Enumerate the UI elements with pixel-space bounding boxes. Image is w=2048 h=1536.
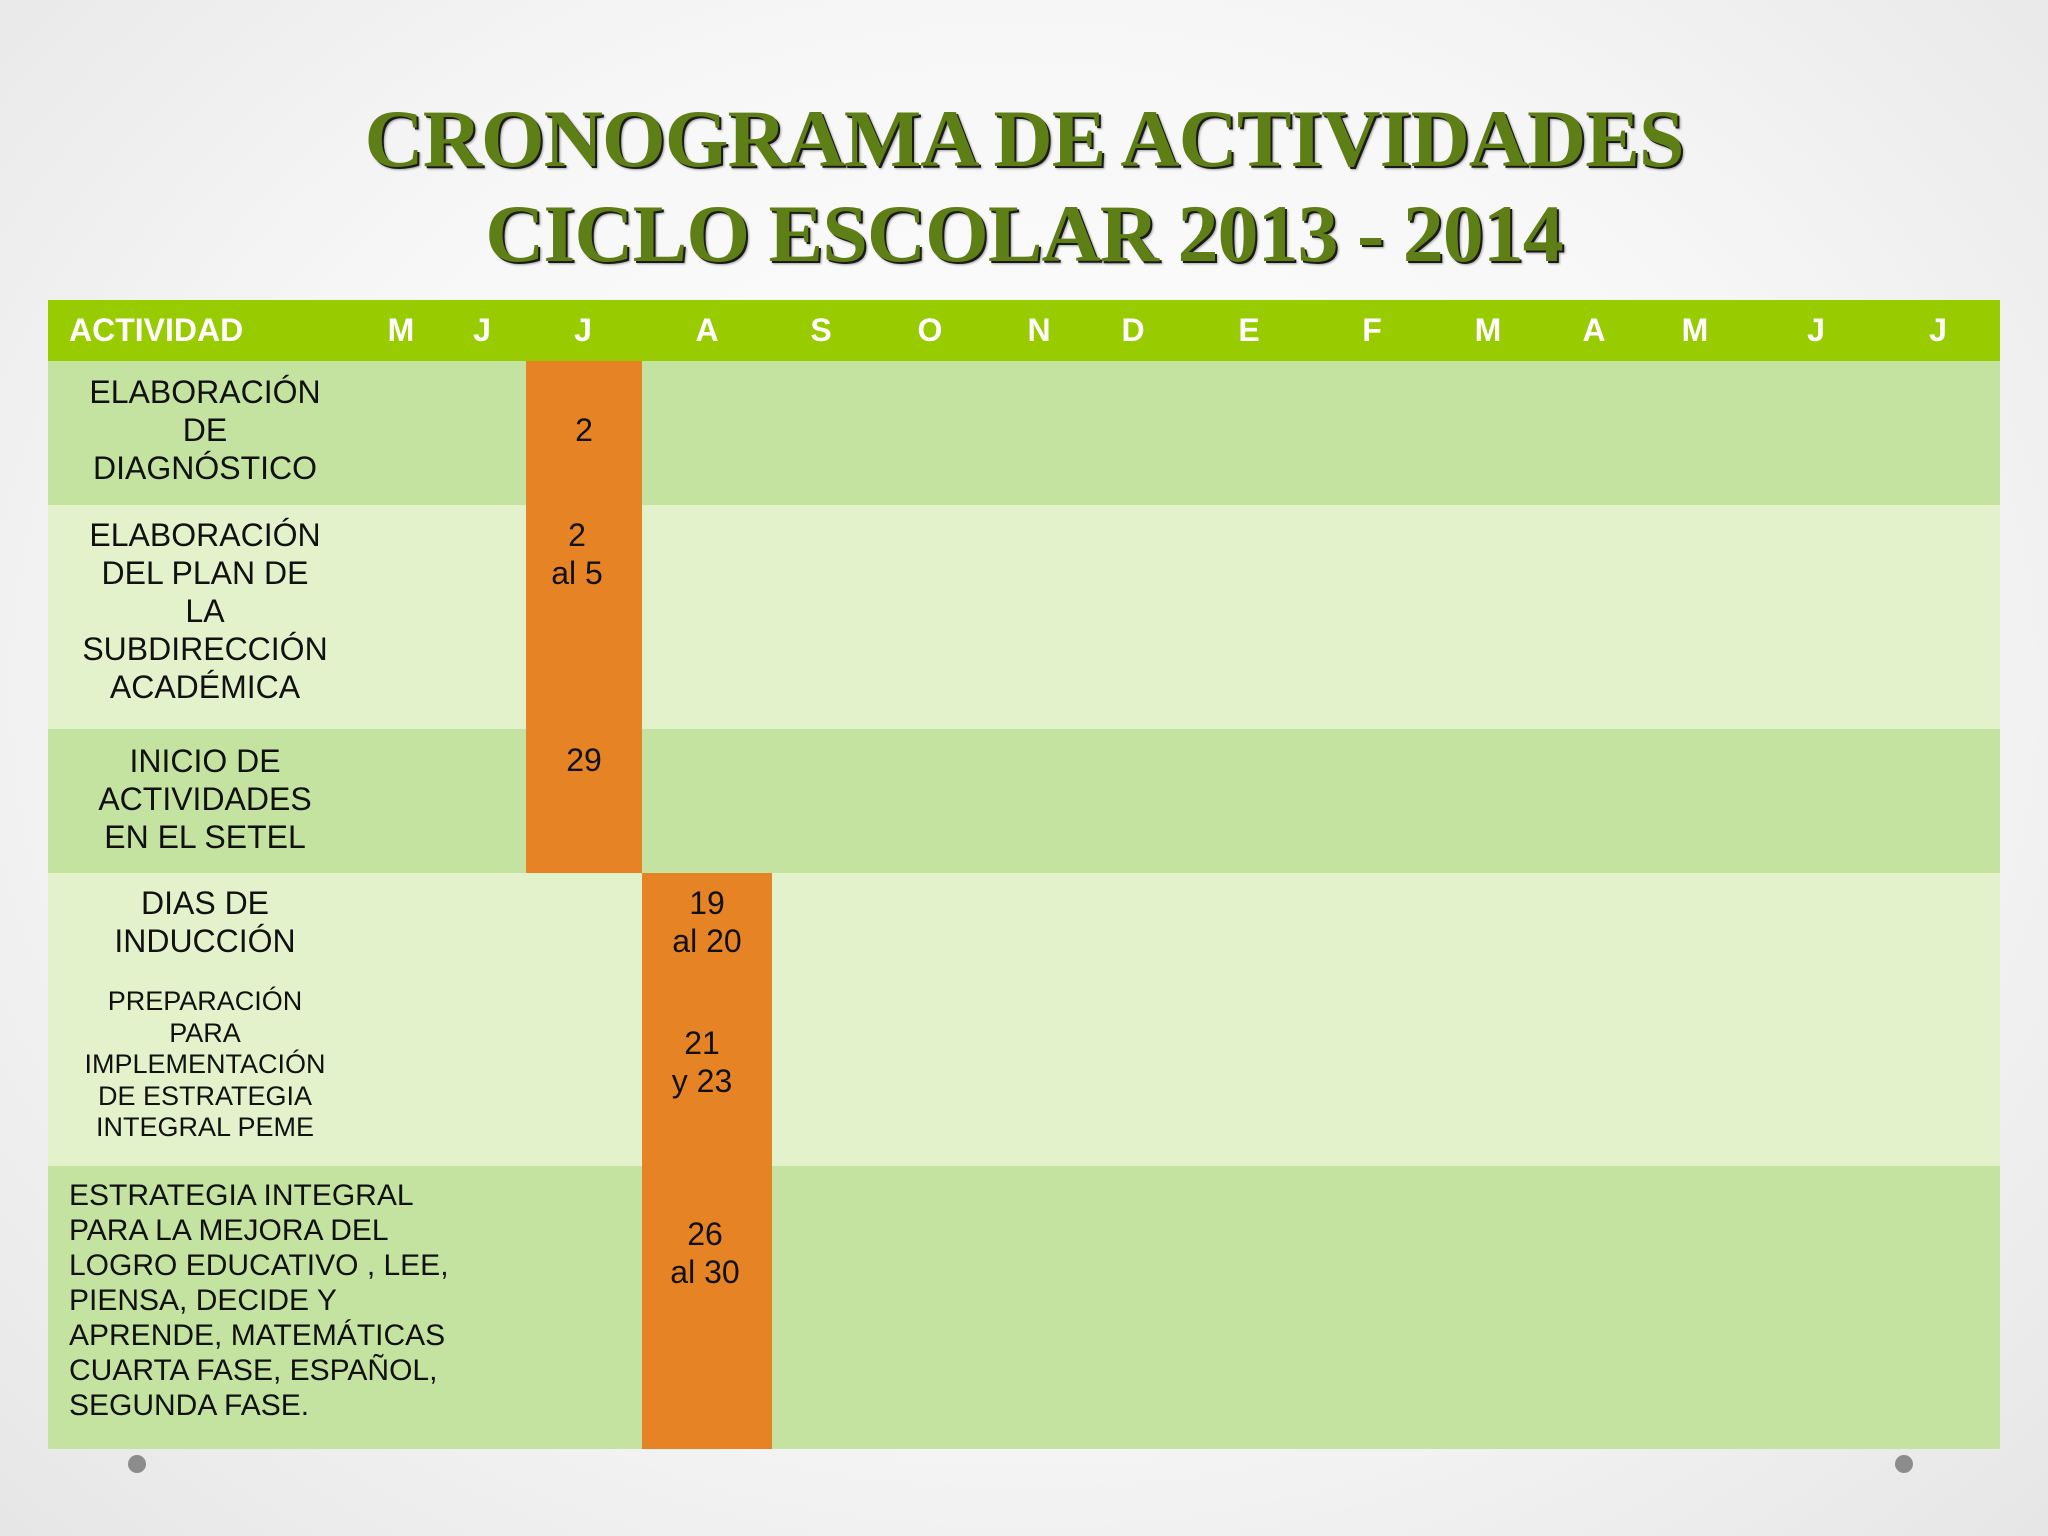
header-month-jun: J (473, 312, 491, 348)
decorative-dot (1895, 1455, 1913, 1473)
schedule-bar-july (526, 361, 642, 873)
header-actividad: ACTIVIDAD (69, 312, 244, 348)
header-month-feb: F (1362, 312, 1382, 348)
date-value: 29 (566, 742, 602, 778)
activity-label: ELABORACIÓN DE DIAGNÓSTICO (89, 374, 321, 486)
table-row (48, 505, 2000, 729)
header-month-jul: J (574, 312, 592, 348)
date-value: 19 al 20 (672, 885, 742, 959)
header-month-jul2: J (1929, 312, 1947, 348)
page-subtitle: CICLO ESCOLAR 2013 - 2014 (485, 188, 1564, 279)
header-month-may: M (387, 312, 415, 348)
date-value: 21 y 23 (671, 1025, 733, 1099)
header-month-nov: N (1027, 312, 1051, 348)
table-row (48, 873, 2000, 1166)
activity-label: INICIO DE ACTIVIDADES EN EL SETEL (98, 743, 312, 855)
decorative-dot (128, 1455, 146, 1473)
header-month-oct: O (917, 312, 943, 348)
header-month-mar: M (1474, 312, 1502, 348)
date-value: 26 al 30 (670, 1216, 740, 1290)
activity-label: DIAS DE INDUCCIÓN (114, 885, 296, 959)
header-month-jan: E (1238, 312, 1260, 348)
table-row (48, 1166, 2000, 1449)
date-value: 2 al 5 (551, 517, 603, 591)
header-month-aug: A (695, 312, 719, 348)
header-month-dec: D (1121, 312, 1145, 348)
header-month-may2: M (1681, 312, 1709, 348)
date-value: 2 (575, 412, 593, 448)
activity-label: ESTRATEGIA INTEGRAL PARA LA MEJORA DEL L… (69, 1179, 449, 1422)
activity-label: PREPARACIÓN PARA IMPLEMENTACIÓN DE ESTRA… (84, 986, 326, 1142)
header-month-apr: A (1582, 312, 1606, 348)
page-title: CRONOGRAMA DE ACTIVIDADES (364, 93, 1684, 184)
schedule-bar-august (642, 873, 772, 1449)
table-row (48, 361, 2000, 505)
table-header: ACTIVIDAD M J J A S O N D E F M A M J J (48, 300, 2000, 361)
header-month-jun2: J (1807, 312, 1825, 348)
activity-label: ELABORACIÓN DEL PLAN DE LA SUBDIRECCIÓN … (82, 517, 328, 705)
table-row (48, 729, 2000, 873)
header-month-sep: S (810, 312, 832, 348)
